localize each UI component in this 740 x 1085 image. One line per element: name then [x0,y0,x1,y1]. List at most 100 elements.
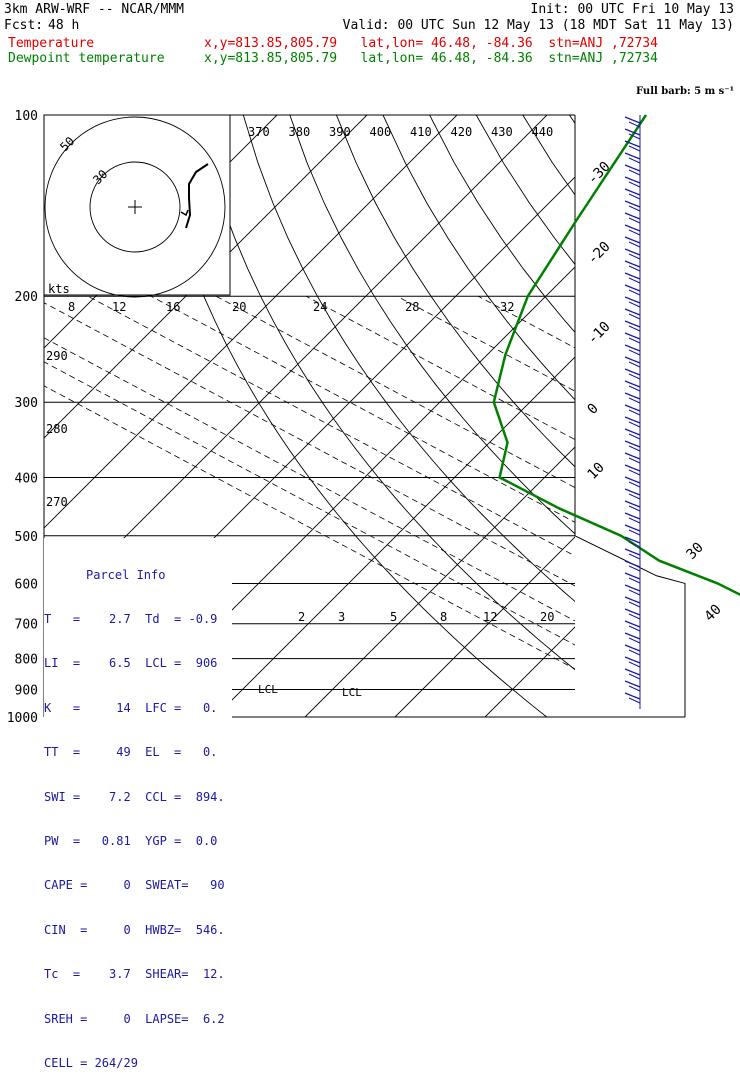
mixing-ratio-label: 3 [338,610,345,624]
isotherm-line [215,115,740,717]
dry-adiabat-label: 270 [46,495,68,509]
dry-adiabat-line [663,115,740,717]
wind-barb [625,237,640,243]
theta-label: 440 [532,125,554,139]
hodograph-axis-label: 16 [166,300,180,314]
parcel-line: T = 2.7 Td = -0.9 [44,612,232,627]
theta-label: 400 [370,125,392,139]
dry-adiabats [150,115,740,717]
wind-barb [625,465,640,471]
isotherm-label: 10 [585,460,608,483]
wind-barb [625,393,640,399]
wind-barb [625,285,640,291]
isotherm-label: -30 [585,159,614,188]
theta-label: 370 [248,125,270,139]
wind-barb [625,621,640,627]
wind-barb [625,489,640,495]
moist-adiabat-line [397,296,740,717]
lcl-label: LCL [342,686,362,699]
wind-barb [625,597,640,603]
wind-barb [625,669,640,675]
isotherm-label: -20 [585,239,614,268]
wind-barb [625,573,640,579]
dry-adiabat-line [383,115,740,717]
isotherm-line [305,115,740,717]
pressure-label: 700 [15,618,38,633]
parcel-line: CAPE = 0 SWEAT= 90 [44,878,232,893]
parcel-line: CELL = 264/29 [44,1056,232,1071]
wind-barb [625,453,640,459]
wind-barb [625,609,640,615]
wind-barb [625,273,640,279]
parcel-info-panel: Parcel Info T = 2.7 Td = -0.9 LI = 6.5 L… [44,538,232,730]
wind-barb [625,117,640,123]
hodograph-axis-label: 12 [112,300,126,314]
wind-barb [625,633,640,639]
dry-adiabat-line [430,115,740,717]
moist-adiabat-line [605,296,740,717]
wind-barb [625,477,640,483]
parcel-line: LI = 6.5 LCL = 906 [44,656,232,671]
hodograph-axis-label: 24 [313,300,327,314]
hodograph-axis-label: 8 [68,300,75,314]
wind-barb [625,441,640,447]
hodograph-axis-label: 32 [500,300,514,314]
wind-barb [625,513,640,519]
dry-adiabat-label: 280 [46,422,68,436]
wind-barb [625,345,640,351]
parcel-line: SWI = 7.2 CCL = 894. [44,790,232,805]
mixing-ratio-label: 12 [483,610,497,624]
isotherm-label: 40 [702,602,725,625]
mixing-ratio-label: 20 [540,610,554,624]
pressure-label: 800 [15,653,38,668]
pressure-label: 900 [15,683,38,698]
moist-adiabat-line [151,296,740,717]
parcel-line: PW = 0.81 YGP = 0.0 [44,834,232,849]
pressure-label: 100 [15,109,38,124]
theta-label: 410 [410,125,432,139]
wind-barb [625,177,640,183]
wind-barb [625,357,640,363]
lcl-label: LCL [258,683,278,696]
moist-adiabat-line [306,296,740,717]
parcel-info-title: Parcel Info [44,568,232,583]
parcel-line: CIN = 0 HWBZ= 546. [44,923,232,938]
wind-barb [625,165,640,171]
wind-barb [625,153,640,159]
theta-label: 390 [329,125,351,139]
hodograph-axis-label: 20 [232,300,246,314]
wind-barb [625,525,640,531]
isotherm-line [395,115,740,717]
dry-adiabat-label: 290 [46,349,68,363]
hodograph-units-label: kts [48,282,70,296]
wind-barb [625,381,640,387]
wind-barb [625,309,640,315]
wind-barb [625,501,640,507]
isotherm-label: -10 [585,319,614,348]
isotherm-label: 0 [585,401,602,418]
parcel-line: K = 14 LFC = 0. [44,701,232,716]
mixing-ratio-label: 8 [440,610,447,624]
wind-barbs [625,115,640,709]
theta-label: 430 [491,125,513,139]
isotherm-label: 30 [684,540,707,563]
dry-adiabat-line [290,115,740,717]
wind-barb [625,645,640,651]
wind-barb [625,369,640,375]
wind-barb [625,201,640,207]
wind-barb [625,189,640,195]
mixing-ratio-label: 5 [390,610,397,624]
mixing-ratio-label: 2 [298,610,305,624]
moist-adiabat-line [478,296,740,717]
moist-adiabat-line [729,296,740,717]
pressure-label: 300 [15,396,38,411]
parcel-line: Tc = 3.7 SHEAR= 12. [44,967,232,982]
isotherm-line [575,115,740,717]
wind-barb [625,249,640,255]
pressure-label: 1000 [7,711,38,726]
wind-barb [625,405,640,411]
parcel-line: TT = 49 EL = 0. [44,745,232,760]
wind-barb [625,549,640,555]
theta-label: 380 [289,125,311,139]
wind-barb [625,429,640,435]
